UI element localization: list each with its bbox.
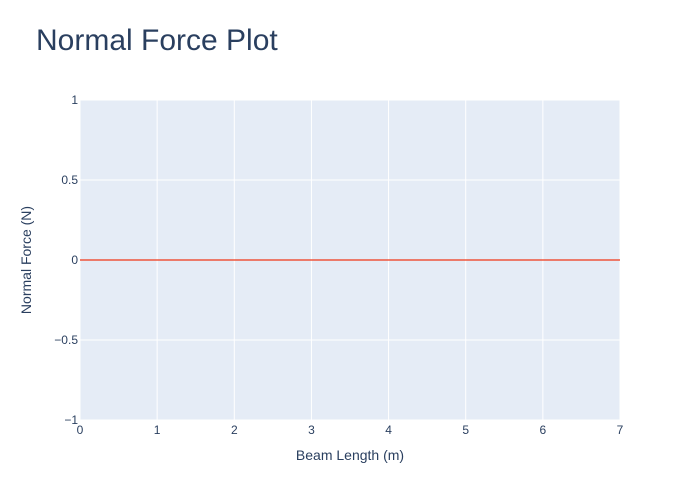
chart-title: Normal Force Plot	[36, 24, 278, 57]
y-tick-label: 1	[71, 93, 78, 107]
x-tick-label: 0	[77, 423, 84, 437]
x-tick-label: 4	[385, 423, 392, 437]
x-tick-label: 5	[462, 423, 469, 437]
y-tick-label: −0.5	[54, 333, 78, 347]
y-tick-label: 0	[71, 253, 78, 267]
y-tick-label: −1	[64, 413, 78, 427]
x-tick-labels: 0 1 2 3 4 5 6 7	[77, 423, 624, 437]
y-tick-labels: −1 −0.5 0 0.5 1	[54, 93, 78, 427]
y-tick-label: 0.5	[61, 173, 78, 187]
x-tick-label: 7	[617, 423, 624, 437]
x-tick-label: 2	[231, 423, 238, 437]
x-axis-title: Beam Length (m)	[296, 447, 404, 463]
x-tick-label: 3	[308, 423, 315, 437]
x-tick-label: 1	[154, 423, 161, 437]
x-tick-label: 6	[540, 423, 547, 437]
y-axis-title: Normal Force (N)	[18, 206, 34, 314]
